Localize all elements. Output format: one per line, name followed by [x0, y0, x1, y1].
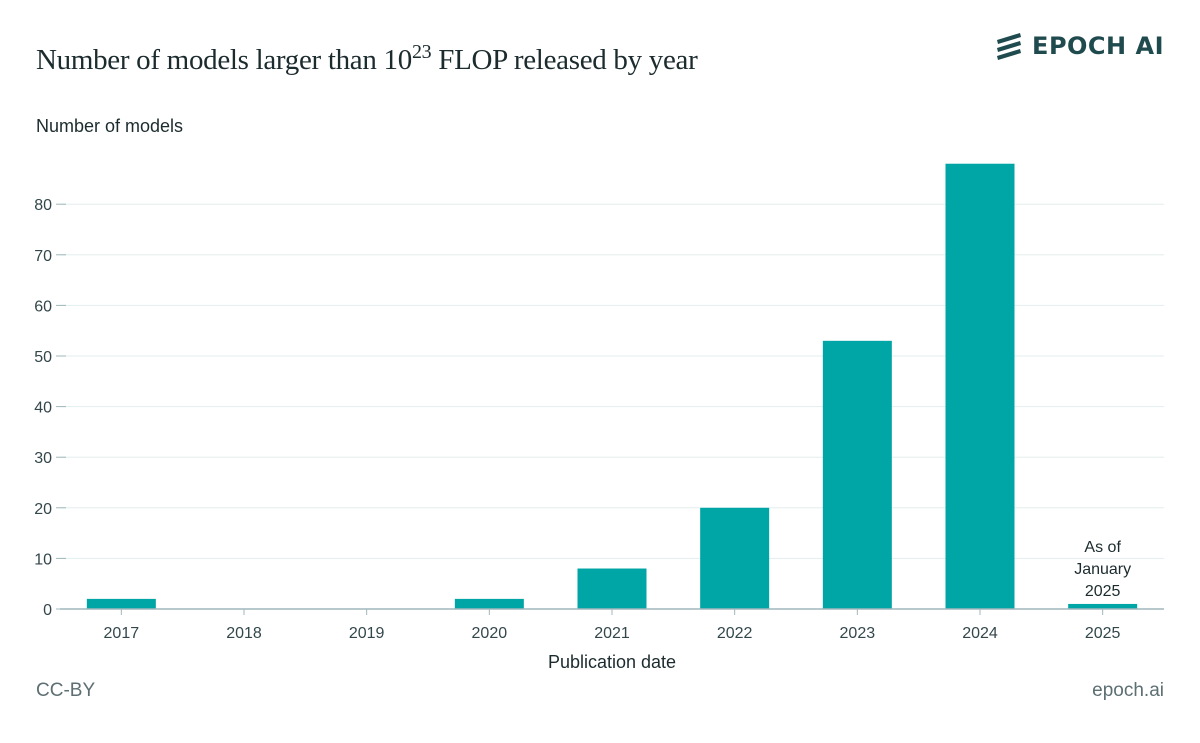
bar-2022: [700, 507, 770, 609]
epoch-stripes-icon: [997, 33, 1022, 60]
x-tick-label: 2020: [472, 625, 508, 642]
chart-title: Number of models larger than 1023 FLOP r…: [36, 41, 698, 76]
x-tick-label: 2017: [104, 625, 140, 642]
y-tick-label: 0: [43, 602, 52, 619]
y-tick-label: 20: [34, 501, 52, 518]
bar-2024: [945, 163, 1015, 609]
x-tick-label: 2021: [594, 625, 630, 642]
x-axis-title: Publication date: [547, 652, 677, 672]
license-label: CC-BY: [36, 680, 96, 701]
bar-2023: [822, 340, 892, 609]
annotation-text: 2025: [1085, 583, 1121, 600]
x-tick-label: 2023: [840, 625, 876, 642]
annotation-text: January: [1074, 561, 1131, 578]
annotation-text: As of: [1084, 539, 1121, 556]
y-tick-label: 10: [34, 551, 52, 568]
x-tick-label: 2018: [226, 625, 262, 642]
site-link[interactable]: epoch.ai: [1092, 680, 1164, 701]
x-tick-label: 2025: [1085, 625, 1121, 642]
y-tick-label: 70: [34, 248, 52, 265]
x-tick-label: 2022: [717, 625, 753, 642]
y-axis-title: Number of models: [36, 116, 184, 136]
bar-2020: [454, 598, 524, 609]
y-tick-label: 30: [34, 450, 52, 467]
epoch-logo[interactable]: EPOCH AI: [994, 32, 1164, 60]
y-tick-label: 60: [34, 298, 52, 315]
bar-2017: [86, 598, 156, 609]
y-tick-label: 50: [34, 349, 52, 366]
x-tick-label: 2024: [962, 625, 998, 642]
bar-2021: [577, 568, 647, 609]
y-tick-label: 40: [34, 400, 52, 417]
y-tick-label: 80: [34, 197, 52, 214]
logo-text: EPOCH AI: [1032, 32, 1164, 60]
bar-2025: [1068, 603, 1138, 609]
x-tick-label: 2019: [349, 625, 385, 642]
